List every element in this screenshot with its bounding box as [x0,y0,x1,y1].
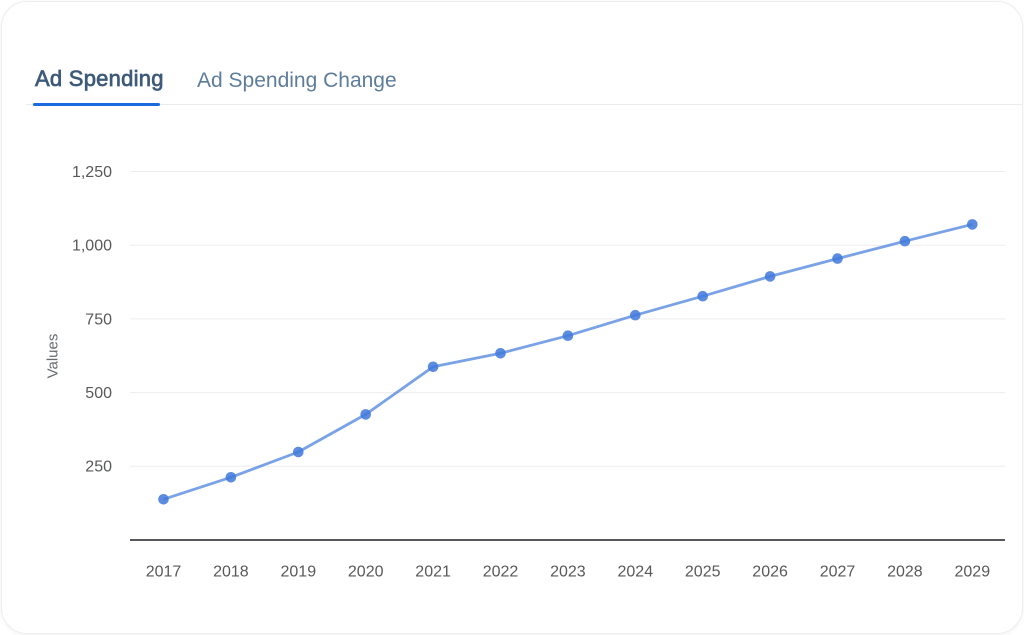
svg-text:2018: 2018 [213,564,249,581]
svg-text:2024: 2024 [618,564,654,581]
svg-text:2019: 2019 [281,564,317,581]
svg-text:2025: 2025 [685,564,721,581]
svg-text:2023: 2023 [550,564,586,581]
svg-text:250: 250 [85,459,112,476]
svg-text:2022: 2022 [483,564,519,581]
svg-text:Values: Values [45,334,62,379]
svg-text:500: 500 [85,385,112,402]
svg-text:2020: 2020 [348,564,384,581]
svg-text:1,250: 1,250 [72,164,112,181]
svg-text:1,000: 1,000 [72,238,112,255]
svg-text:2021: 2021 [415,564,451,581]
svg-text:2027: 2027 [820,564,856,581]
svg-text:2026: 2026 [752,564,788,581]
svg-text:2028: 2028 [887,564,923,581]
svg-text:750: 750 [85,311,112,328]
svg-text:2017: 2017 [146,564,182,581]
svg-text:2029: 2029 [955,564,991,581]
